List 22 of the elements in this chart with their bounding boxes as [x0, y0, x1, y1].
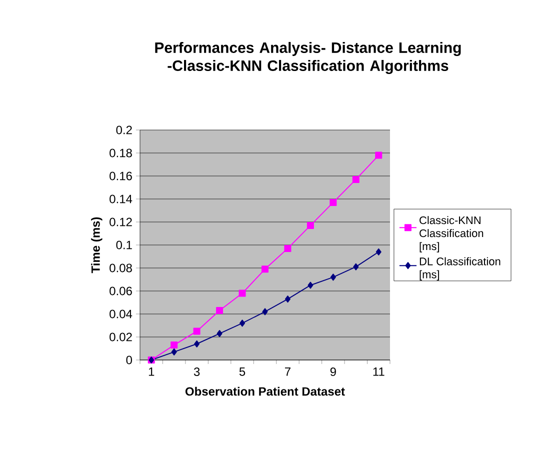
y-tick-label: 0	[126, 356, 132, 364]
legend-label: DL Classification [ms]	[420, 257, 500, 280]
x-tick-label: 1	[148, 368, 154, 376]
x-tick-label: 9	[330, 368, 336, 376]
y-tick-label: 0.02	[110, 332, 132, 342]
x-axis-title: Observation Patient Dataset	[185, 386, 345, 396]
legend-label: Classic-KNN Classification [ms]	[420, 216, 484, 252]
y-tick-label: 0.04	[110, 310, 132, 318]
y-tick-label: 0.12	[110, 218, 132, 226]
y-tick-label: 0.08	[110, 264, 132, 272]
y-tick-label: 0.18	[110, 148, 132, 158]
y-tick-label: 0.16	[110, 172, 132, 180]
y-tick-label: 0.2	[116, 126, 132, 134]
y-tick-label: 0.06	[110, 286, 132, 296]
y-tick-label: 0.14	[110, 194, 132, 204]
y-tick-label: 0.1	[116, 240, 132, 250]
chart-title: Performances Analysis- Distance Learning -Classic-KNN Classification Algorithms	[155, 42, 461, 74]
x-tick-label: 7	[285, 368, 290, 376]
y-axis-title: Time (ms)	[91, 217, 102, 274]
x-tick-label: 3	[194, 368, 200, 376]
x-tick-label: 11	[373, 368, 384, 376]
x-tick-label: 5	[239, 368, 246, 376]
